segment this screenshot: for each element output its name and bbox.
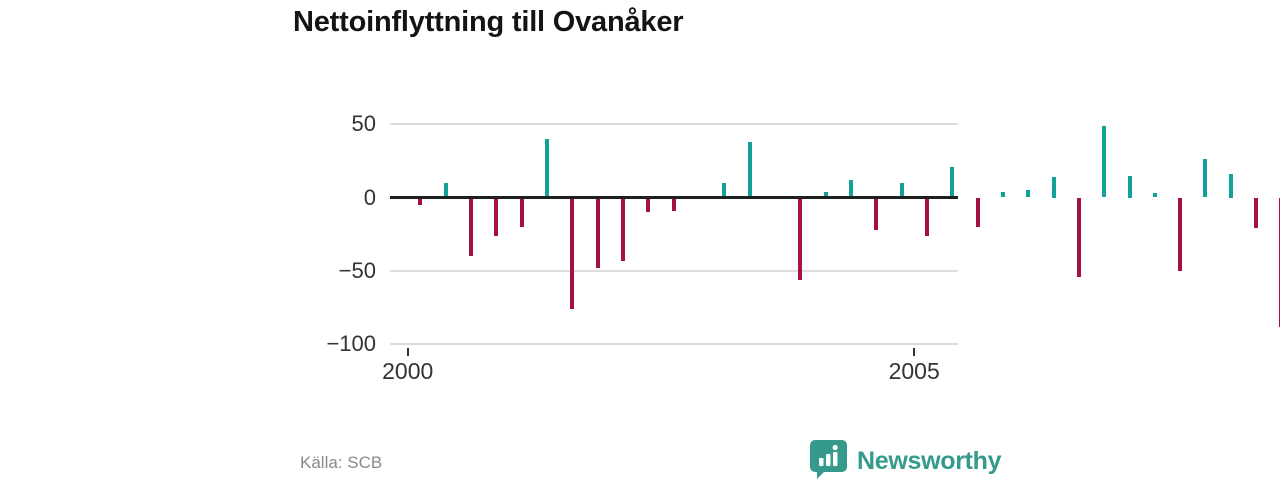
bar-2006Q3 bbox=[1076, 197, 1081, 277]
bar-2001Q2 bbox=[545, 138, 549, 198]
bar-2007Q3 bbox=[1178, 197, 1183, 271]
bar-2003Q2 bbox=[747, 141, 752, 198]
bar-2000Q3 bbox=[469, 197, 473, 257]
bar-2005Q3 bbox=[975, 197, 980, 227]
y-tick-label: −50 bbox=[338, 257, 376, 283]
bar-2006Q1 bbox=[1026, 190, 1031, 198]
bar-2000Q1 bbox=[418, 197, 423, 205]
bar-2006Q2 bbox=[1051, 177, 1056, 198]
bar-chart-plot-area: 200020052010201520202025 bbox=[382, 80, 1280, 390]
x-tick-label: 2005 bbox=[888, 358, 940, 384]
y-tick-label: 0 bbox=[363, 184, 376, 210]
y-tick-label: 50 bbox=[351, 111, 376, 137]
bar-2005Q1 bbox=[924, 197, 929, 236]
gridline-y--100 bbox=[390, 343, 958, 346]
bar-2008Q1 bbox=[1228, 174, 1233, 198]
bar-2007Q1 bbox=[1127, 175, 1132, 198]
gridline-y--50 bbox=[390, 269, 958, 272]
bar-2004Q2 bbox=[848, 179, 853, 198]
bar-2002Q2 bbox=[646, 197, 651, 213]
bar-2003Q4 bbox=[798, 197, 803, 280]
bar-2001Q4 bbox=[595, 197, 600, 268]
bar-2004Q4 bbox=[899, 182, 904, 198]
bar-2001Q1 bbox=[519, 197, 524, 227]
source-caption: Källa: SCB bbox=[300, 453, 383, 472]
bar-2004Q3 bbox=[874, 197, 879, 230]
brand-name: Newsworthy bbox=[857, 446, 1002, 475]
bar-2003Q1 bbox=[722, 182, 727, 198]
bar-2001Q3 bbox=[570, 197, 575, 309]
bar-2008Q2 bbox=[1254, 197, 1259, 229]
bar-2002Q1 bbox=[621, 197, 625, 261]
brand-footer: Newsworthy bbox=[810, 439, 1002, 480]
zero-axis-line bbox=[390, 196, 958, 199]
y-axis-labels: 50 0 −50 −100 bbox=[300, 80, 376, 390]
bar-2007Q2 bbox=[1152, 193, 1157, 198]
x-tick-2000 bbox=[406, 348, 409, 356]
bar-2000Q2 bbox=[443, 182, 448, 198]
bar-2007Q4 bbox=[1203, 159, 1208, 198]
bar-2005Q2 bbox=[950, 166, 955, 198]
page-title: Nettoinflyttning till Ovanåker bbox=[293, 6, 684, 38]
bar-2005Q4 bbox=[1000, 191, 1005, 198]
bar-2002Q3 bbox=[671, 197, 676, 211]
bar-2000Q4 bbox=[494, 197, 499, 236]
x-tick-2005 bbox=[913, 348, 916, 356]
bar-2006Q4 bbox=[1102, 125, 1107, 198]
gridline-y-50 bbox=[390, 123, 958, 126]
bar-2004Q1 bbox=[823, 191, 828, 198]
y-tick-label: −100 bbox=[326, 331, 376, 357]
x-tick-label: 2000 bbox=[382, 358, 434, 384]
newsworthy-logo-icon bbox=[810, 439, 848, 480]
